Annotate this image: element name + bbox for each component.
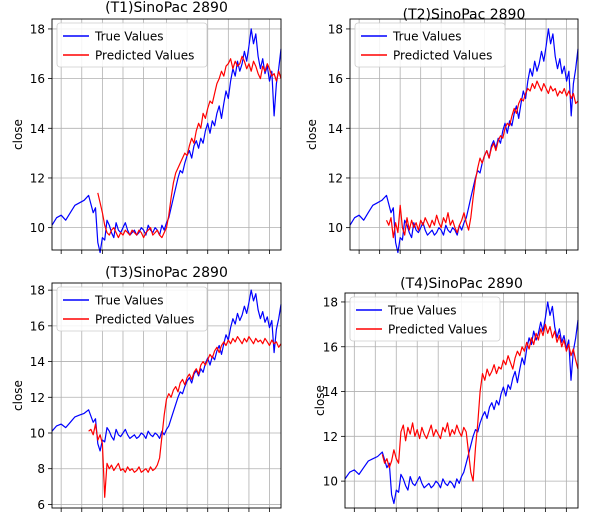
- legend-label: True Values: [392, 30, 462, 44]
- y-tick-label: 14: [30, 355, 45, 369]
- legend-box: [349, 296, 501, 342]
- series-line-true-values: [344, 301, 579, 505]
- series-line-predicted-values: [97, 55, 282, 239]
- y-tick-label: 10: [323, 475, 338, 489]
- chart-panel-3: 6 8 10 12 14 16 18 (T3)SinoPac 2890 close True Va…: [11, 265, 282, 512]
- plot-frame: [51, 18, 282, 251]
- y-tick-label: 16: [323, 340, 338, 354]
- chart-panel-4: 10 12 14 16 18 (T4)SinoPac 2890 close True Valu…: [313, 276, 579, 512]
- plot-frame: [51, 282, 282, 509]
- y-tick-label: 18: [30, 22, 45, 36]
- y-tick-label: 18: [323, 295, 338, 309]
- y-axis-label: close: [305, 119, 319, 150]
- legend-label: True Values: [94, 294, 164, 308]
- series-line-true-values: [349, 28, 579, 254]
- y-tick-label: 10: [328, 221, 343, 235]
- y-tick-label: 10: [30, 427, 45, 441]
- y-tick-label: 8: [37, 462, 45, 476]
- plot-frame: [349, 18, 579, 251]
- chart-title: (T2)SinoPac 2890: [403, 7, 526, 23]
- chart-panel-1: 10 12 14 16 18 (T1)SinoPac 2890 close True Valu…: [11, 0, 282, 254]
- series-line-predicted-values: [381, 323, 579, 482]
- legend-label: Predicted Values: [388, 323, 487, 337]
- legend-label: True Values: [94, 30, 164, 44]
- series-line-predicted-values: [385, 80, 579, 239]
- y-tick-label: 12: [323, 430, 338, 444]
- series-line-predicted-values: [88, 336, 282, 498]
- y-tick-label: 14: [328, 122, 343, 136]
- y-tick-label: 14: [30, 122, 45, 136]
- y-axis-label: close: [11, 380, 25, 411]
- y-tick-label: 16: [328, 72, 343, 86]
- y-tick-label: 12: [30, 171, 45, 185]
- legend: True Values Predicted Values: [354, 22, 506, 68]
- y-tick-label: 18: [328, 22, 343, 36]
- y-tick-label: 6: [37, 498, 45, 512]
- chart-title: (T4)SinoPac 2890: [400, 276, 523, 292]
- y-tick-label: 16: [30, 72, 45, 86]
- y-tick-label: 16: [30, 319, 45, 333]
- series-line-true-values: [51, 28, 282, 254]
- chart-title: (T1)SinoPac 2890: [105, 0, 228, 16]
- y-tick-label: 12: [328, 171, 343, 185]
- legend-box: [56, 22, 208, 68]
- legend-label: True Values: [387, 304, 457, 318]
- legend-label: Predicted Values: [95, 313, 194, 327]
- series-line-true-values: [51, 289, 282, 452]
- y-tick-label: 14: [323, 385, 338, 399]
- legend: True Values Predicted Values: [56, 22, 208, 68]
- plot-frame: [344, 292, 579, 509]
- y-tick-label: 12: [30, 391, 45, 405]
- legend-label: Predicted Values: [95, 49, 194, 63]
- chart-title: (T3)SinoPac 2890: [105, 265, 228, 281]
- y-tick-label: 18: [30, 284, 45, 298]
- legend: True Values Predicted Values: [349, 296, 501, 342]
- chart-panel-2: 10 12 14 16 18 (T2)SinoPac 2890 close True Valu…: [305, 7, 579, 254]
- legend: True Values Predicted Values: [56, 286, 208, 332]
- legend-box: [56, 286, 208, 332]
- y-axis-label: close: [313, 385, 327, 416]
- legend-box: [354, 22, 506, 68]
- y-tick-label: 10: [30, 221, 45, 235]
- y-axis-label: close: [11, 119, 25, 150]
- legend-label: Predicted Values: [393, 49, 492, 63]
